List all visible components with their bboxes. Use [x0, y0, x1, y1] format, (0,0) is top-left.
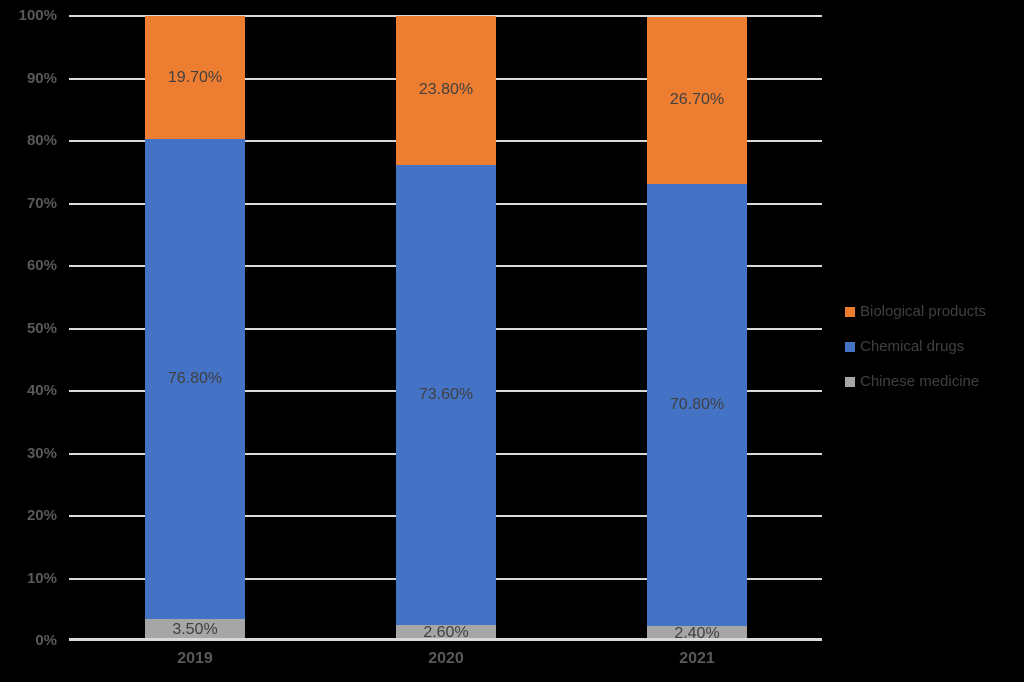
- y-tick-label: 50%: [26, 320, 57, 337]
- y-tick-label: 90%: [26, 70, 57, 87]
- bar-segment-chinese-medicine: [396, 624, 496, 641]
- legend-label: Biological products: [860, 303, 986, 320]
- y-tick-label: 30%: [26, 445, 57, 462]
- y-tick-label: 20%: [26, 507, 57, 524]
- legend-swatch-icon: [845, 377, 855, 387]
- bar-segment-biological-products: [647, 16, 747, 184]
- data-label: 70.80%: [669, 396, 725, 413]
- data-label: 19.70%: [167, 69, 223, 86]
- bar-segment-chemical-drugs: [145, 139, 245, 620]
- legend-label: Chinese medicine: [860, 373, 980, 390]
- bar-segment-chinese-medicine: [145, 619, 245, 641]
- x-tick-label: 2021: [679, 650, 715, 667]
- bar-segment-chemical-drugs: [647, 183, 747, 626]
- data-label: 23.80%: [418, 81, 474, 98]
- y-tick-label: 0%: [35, 632, 57, 649]
- y-tick-label: 10%: [26, 570, 57, 587]
- legend-label: Chemical drugs: [860, 338, 965, 355]
- legend-swatch-icon: [845, 307, 855, 317]
- legend-item-chemical-drugs: Chemical drugs: [845, 338, 964, 356]
- data-label: 76.80%: [167, 370, 223, 387]
- data-label: 73.60%: [418, 386, 474, 403]
- y-tick-label: 60%: [26, 257, 57, 274]
- y-tick-label: 80%: [26, 132, 57, 149]
- legend-item-chinese-medicine: Chinese medicine: [845, 373, 979, 391]
- y-tick-label: 70%: [26, 195, 57, 212]
- bar-segment-chemical-drugs: [396, 164, 496, 625]
- bar-segment-biological-products: [396, 16, 496, 165]
- legend-swatch-icon: [845, 342, 855, 352]
- data-label: 26.70%: [669, 91, 725, 108]
- legend-item-biological-products: Biological products: [845, 303, 986, 321]
- x-tick-label: 2020: [428, 650, 464, 667]
- bar-segment-chinese-medicine: [647, 626, 747, 641]
- data-label: 2.40%: [674, 625, 720, 642]
- x-tick-label: 2019: [177, 650, 213, 667]
- x-axis-line: [69, 638, 822, 641]
- data-label: 3.50%: [172, 621, 218, 638]
- bar-segment-biological-products: [145, 16, 245, 140]
- y-tick-label: 100%: [18, 7, 57, 24]
- y-tick-label: 40%: [26, 382, 57, 399]
- data-label: 2.60%: [423, 624, 469, 641]
